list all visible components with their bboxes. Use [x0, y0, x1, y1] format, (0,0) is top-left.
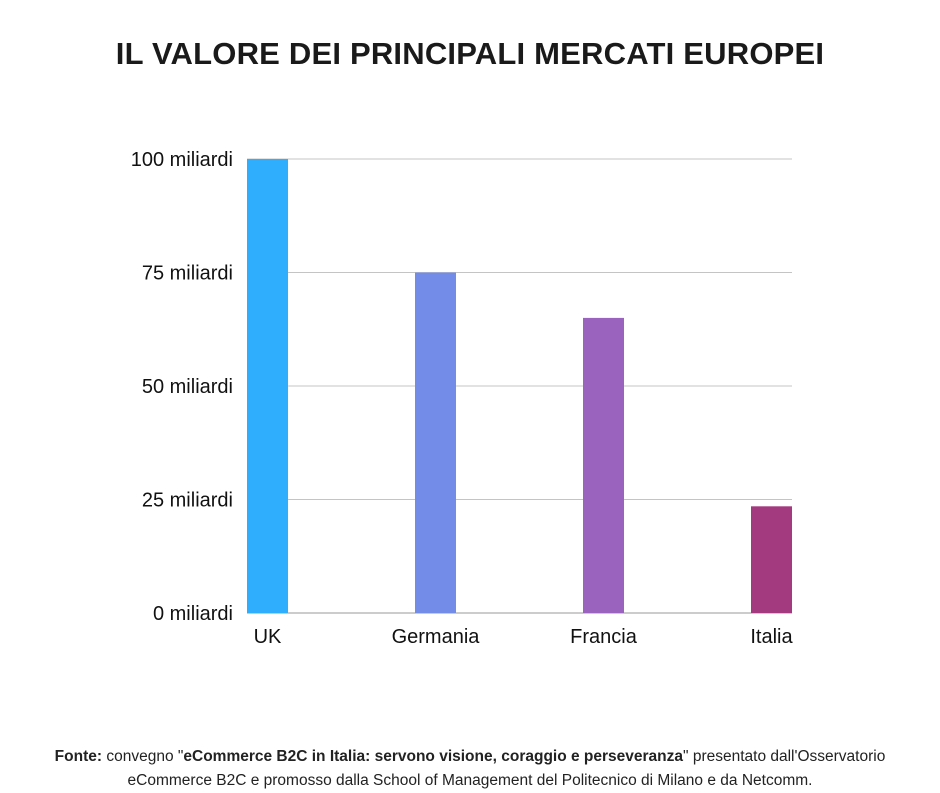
bar-italia [751, 506, 792, 613]
y-tick-label: 25 miliardi [142, 490, 233, 512]
source-note: Fonte: convegno "eCommerce B2C in Italia… [30, 745, 910, 793]
x-tick-label: Italia [750, 626, 793, 648]
bar-francia [583, 317, 624, 613]
bars [247, 159, 792, 613]
source-label: Fonte: [54, 748, 103, 765]
bar-chart: 0 miliardi 25 miliardi 50 miliardi 75 milia… [131, 149, 794, 648]
y-tick-label: 50 miliardi [142, 376, 233, 398]
source-text-after: " presentato dall'Osservatorio eCommerce… [127, 748, 886, 789]
gridlines [247, 158, 792, 614]
bar-germania [415, 272, 456, 613]
bar-uk [247, 159, 288, 613]
x-axis-ticks: UK Germania Francia Italia [254, 626, 794, 648]
y-tick-label: 0 miliardi [153, 603, 233, 625]
y-tick-label: 75 miliardi [142, 263, 233, 285]
source-text-before: convegno " [102, 748, 184, 765]
y-axis-ticks: 0 miliardi 25 miliardi 50 miliardi 75 milia… [131, 149, 233, 625]
x-tick-label: Germania [392, 626, 481, 648]
y-tick-label: 100 miliardi [131, 149, 233, 171]
x-tick-label: UK [254, 626, 282, 648]
x-tick-label: Francia [570, 626, 638, 648]
chart-title: IL VALORE DEI PRINCIPALI MERCATI EUROPEI [115, 36, 825, 71]
source-event-title: eCommerce B2C in Italia: servono visione… [183, 748, 684, 765]
